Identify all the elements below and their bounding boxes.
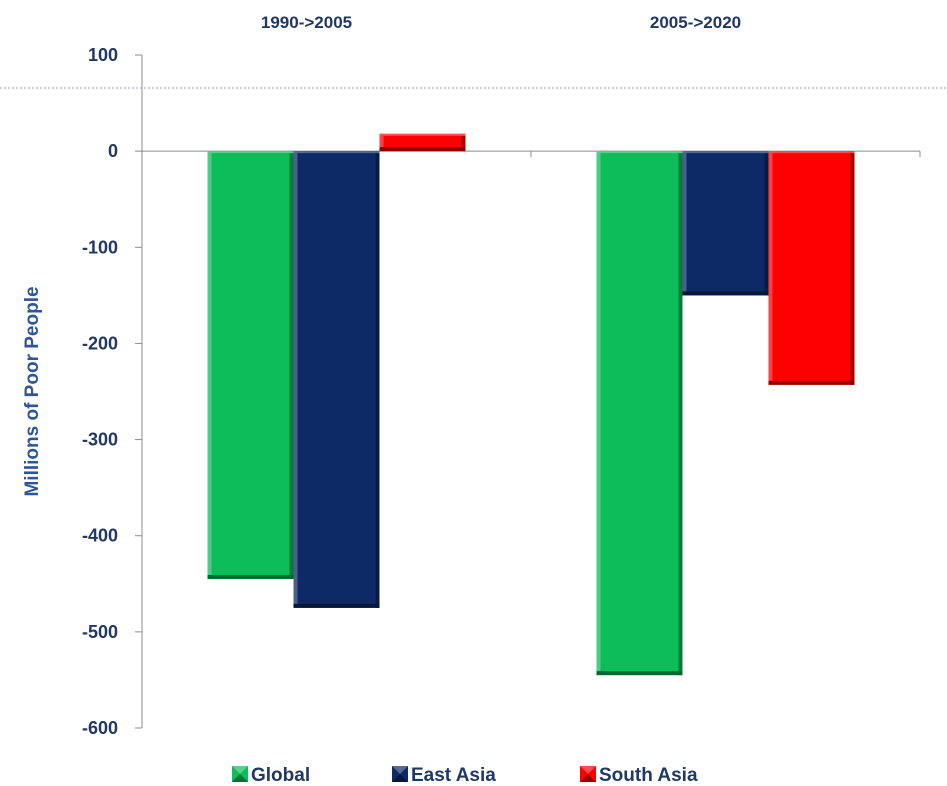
bar-south-asia-2 (768, 151, 855, 385)
legend-label: East Asia (411, 765, 496, 786)
legend-label: South Asia (599, 765, 698, 786)
legend: Global East Asia South Asia (232, 765, 698, 786)
y-tick-label: 0 (108, 141, 118, 161)
y-tick-label: -500 (82, 622, 118, 642)
bar-global-2 (596, 151, 683, 676)
y-axis: 100 0 -100 -200 -300 -400 -500 -600 (82, 45, 143, 738)
legend-item-south-asia: South Asia (580, 765, 698, 786)
bar-east-asia-1 (293, 151, 380, 608)
bar-global-1 (207, 151, 294, 579)
legend-label: Global (251, 765, 310, 786)
category-label: 2005->2020 (650, 13, 741, 32)
y-tick-label: -300 (82, 430, 118, 450)
y-tick-label: -600 (82, 718, 118, 738)
bar-south-asia-1 (379, 133, 466, 152)
y-tick-label: -100 (82, 237, 118, 257)
y-tick-label: -400 (82, 526, 118, 546)
legend-item-global: Global (232, 765, 310, 786)
bar-east-asia-2 (682, 151, 769, 296)
y-tick-label: 100 (88, 45, 118, 65)
legend-item-east-asia: East Asia (392, 765, 496, 786)
bars (207, 133, 855, 676)
category-labels: 1990->2005 2005->2020 (261, 13, 741, 32)
y-axis-title: Millions of Poor People (22, 286, 43, 496)
category-label: 1990->2005 (261, 13, 352, 32)
y-tick-label: -200 (82, 333, 118, 353)
